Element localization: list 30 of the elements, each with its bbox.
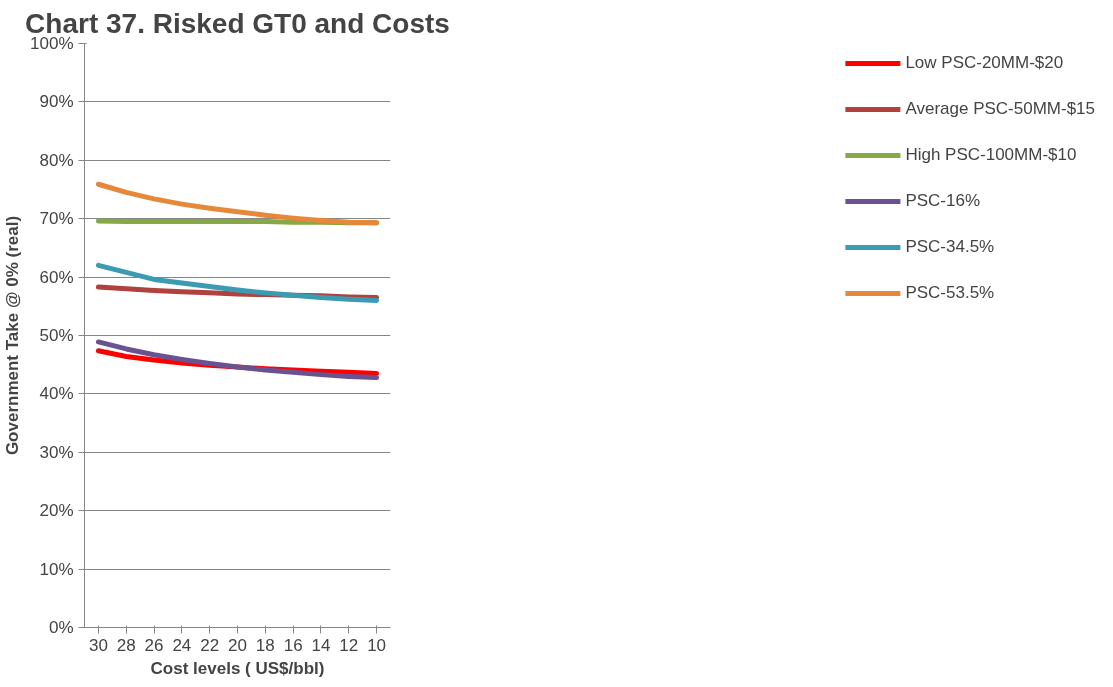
x-tick-label: 16 — [283, 635, 303, 655]
x-tick-label: 30 — [88, 635, 108, 655]
y-axis-title: Government Take @ 0% (real) — [3, 215, 23, 456]
legend-label: Average PSC-50MM-$15 — [905, 99, 1095, 119]
x-axis-title: Cost levels ( US$/bbl) — [150, 658, 325, 678]
x-tick-label: 14 — [311, 635, 331, 655]
x-tick-label: 18 — [255, 635, 275, 655]
y-tick-label: 30% — [39, 442, 74, 462]
x-tick-label: 20 — [228, 635, 247, 655]
legend-label: PSC-16% — [905, 191, 981, 211]
legend-label: Low PSC-20MM-$20 — [905, 53, 1064, 73]
x-tick-label: 12 — [339, 635, 359, 655]
x-tick-label: 22 — [200, 635, 220, 655]
y-tick-label: 10% — [39, 559, 74, 579]
x-tick-label: 26 — [144, 635, 164, 655]
y-tick-label: 70% — [39, 209, 74, 229]
y-tick-label: 90% — [39, 92, 74, 112]
legend-label: High PSC-100MM-$10 — [905, 145, 1077, 165]
x-tick-label: 10 — [367, 635, 387, 655]
x-tick-label: 24 — [172, 635, 192, 655]
x-tick-label: 28 — [116, 635, 136, 655]
y-tick-label: 40% — [39, 384, 74, 404]
y-tick-label: 50% — [39, 326, 74, 345]
y-tick-label: 100% — [30, 34, 74, 53]
y-tick-label: 80% — [39, 150, 74, 170]
y-tick-label: 60% — [39, 267, 74, 287]
y-tick-label: 0% — [48, 618, 74, 637]
y-tick-label: 20% — [39, 501, 74, 521]
legend-label: PSC-34.5% — [905, 237, 995, 257]
legend-label: PSC-53.5% — [905, 283, 995, 303]
